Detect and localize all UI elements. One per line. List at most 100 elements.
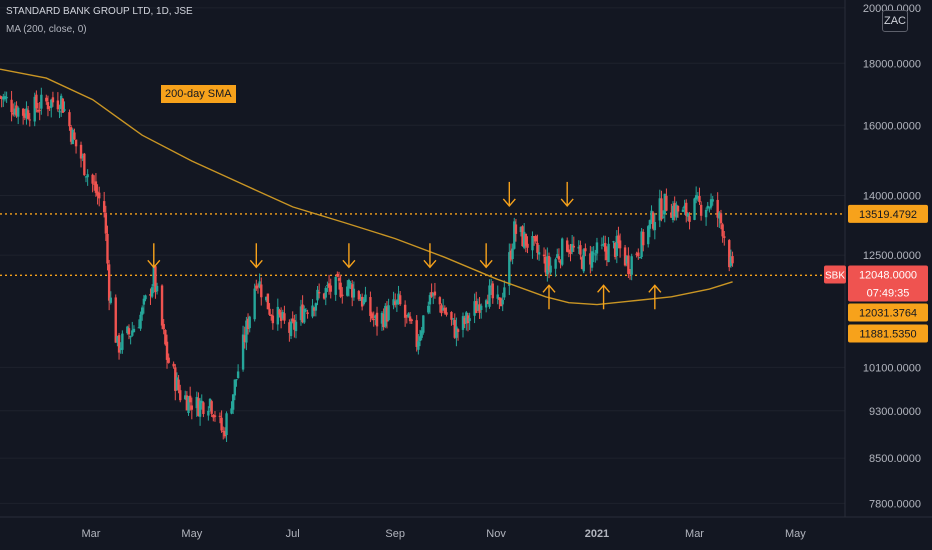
candle bbox=[13, 102, 17, 117]
candle-body bbox=[604, 243, 607, 252]
candle-body bbox=[23, 113, 27, 118]
candle-body bbox=[266, 293, 270, 310]
candle-body bbox=[658, 198, 661, 221]
candle bbox=[542, 247, 546, 264]
candle-body bbox=[208, 398, 212, 409]
candle-body bbox=[91, 174, 94, 184]
candle bbox=[306, 309, 309, 319]
price-tick-label: 7800.0000 bbox=[869, 498, 921, 510]
candle bbox=[246, 313, 250, 335]
currency-badge[interactable]: ZAC bbox=[882, 10, 908, 32]
candle bbox=[362, 297, 365, 306]
candle-body bbox=[522, 231, 526, 248]
candle-body bbox=[445, 312, 448, 315]
candle bbox=[74, 139, 78, 154]
candle bbox=[375, 306, 379, 336]
arrow-down-icon bbox=[423, 243, 437, 269]
candle bbox=[288, 319, 291, 342]
candle-body bbox=[225, 413, 228, 436]
candle bbox=[179, 384, 182, 403]
indicator-legend[interactable]: MA (200, close, 0) bbox=[6, 24, 87, 35]
candle-body bbox=[623, 247, 627, 266]
candle bbox=[357, 289, 361, 302]
time-axis-label: Mar bbox=[685, 528, 704, 540]
candle-body bbox=[73, 132, 76, 140]
candle bbox=[524, 233, 528, 253]
candle bbox=[155, 282, 159, 295]
candle-body bbox=[499, 298, 503, 307]
candle bbox=[218, 412, 222, 424]
candle bbox=[91, 173, 94, 193]
candle-body bbox=[708, 207, 711, 209]
candle-body bbox=[207, 410, 210, 416]
candle bbox=[676, 205, 680, 218]
candle bbox=[341, 287, 344, 304]
candle bbox=[81, 153, 84, 162]
candle bbox=[531, 231, 534, 259]
candle-body bbox=[441, 307, 445, 311]
candle-body bbox=[635, 253, 638, 255]
candle-body bbox=[256, 285, 260, 287]
candle-body bbox=[731, 256, 734, 264]
candle-body bbox=[721, 224, 724, 237]
candle bbox=[352, 281, 356, 301]
candle bbox=[197, 392, 200, 417]
candle-body bbox=[10, 99, 13, 113]
candle bbox=[600, 237, 604, 250]
candle-body bbox=[627, 255, 630, 275]
candle bbox=[278, 308, 281, 318]
candle bbox=[716, 192, 719, 228]
candle bbox=[200, 394, 203, 410]
candle bbox=[549, 257, 552, 275]
arrow-down-icon bbox=[249, 243, 263, 269]
candle-body bbox=[127, 328, 131, 335]
candle-body bbox=[218, 415, 222, 417]
candle bbox=[661, 210, 665, 219]
candle-body bbox=[69, 127, 73, 142]
candle-body bbox=[117, 335, 121, 353]
candle-body bbox=[547, 256, 551, 271]
candle-body bbox=[514, 224, 518, 234]
candle-body bbox=[408, 316, 412, 322]
candle-body bbox=[729, 256, 733, 266]
candle-body bbox=[536, 242, 539, 253]
candle-body bbox=[93, 183, 96, 185]
candle-body bbox=[2, 96, 5, 100]
candle-body bbox=[25, 108, 28, 119]
candle bbox=[260, 277, 263, 306]
candle bbox=[450, 311, 453, 326]
candle bbox=[468, 312, 471, 330]
candle bbox=[40, 87, 43, 115]
candle-body bbox=[475, 301, 478, 313]
candle-body bbox=[59, 95, 63, 109]
candle bbox=[569, 243, 572, 262]
candle bbox=[612, 240, 615, 249]
candle bbox=[269, 314, 273, 321]
candle bbox=[372, 311, 375, 327]
candle-body bbox=[71, 129, 74, 145]
time-axis-panel bbox=[0, 517, 932, 550]
candle-body bbox=[670, 212, 673, 218]
candle bbox=[167, 353, 170, 364]
candle-body bbox=[647, 226, 650, 245]
candle bbox=[107, 259, 111, 311]
candle-body bbox=[526, 243, 529, 248]
candle-body bbox=[443, 307, 447, 314]
candle bbox=[630, 253, 633, 281]
candle-body bbox=[258, 281, 261, 288]
candle-body bbox=[210, 401, 213, 414]
candle bbox=[207, 406, 210, 421]
candle bbox=[46, 95, 50, 117]
candle-body bbox=[236, 371, 240, 378]
candle bbox=[202, 401, 205, 418]
candle-body bbox=[198, 400, 202, 417]
candle bbox=[154, 264, 157, 299]
candle-body bbox=[440, 305, 443, 314]
candle-body bbox=[341, 294, 344, 296]
candle bbox=[142, 295, 146, 314]
candle bbox=[387, 298, 390, 322]
candle bbox=[294, 314, 298, 339]
candle bbox=[648, 219, 652, 238]
candle-body bbox=[271, 315, 275, 324]
